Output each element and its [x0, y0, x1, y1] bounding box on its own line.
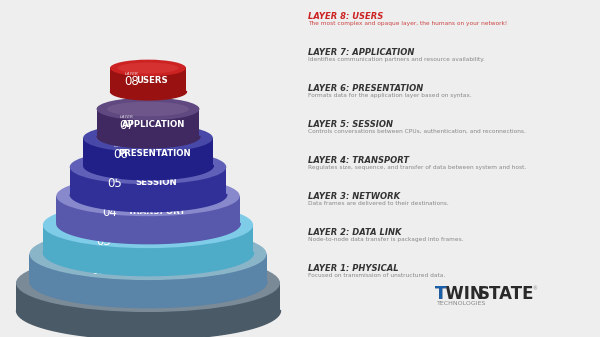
- Text: 01: 01: [85, 293, 100, 306]
- Polygon shape: [16, 283, 280, 310]
- Text: 07: 07: [119, 119, 134, 131]
- Text: LAYER: LAYER: [91, 260, 105, 264]
- Polygon shape: [29, 254, 266, 281]
- Polygon shape: [83, 138, 213, 165]
- Text: APPLICATION: APPLICATION: [121, 120, 185, 128]
- Text: TWIN: TWIN: [435, 285, 485, 303]
- Text: 08: 08: [125, 75, 139, 88]
- Text: LAYER 6: PRESENTATION: LAYER 6: PRESENTATION: [308, 84, 423, 93]
- Text: PHYSICAL: PHYSICAL: [137, 294, 185, 303]
- Text: LAYER: LAYER: [108, 173, 122, 177]
- Text: 05: 05: [108, 177, 122, 189]
- Text: USERS: USERS: [136, 76, 167, 86]
- Text: Controls conversations between CPUs, authentication, and reconnections.: Controls conversations between CPUs, aut…: [308, 129, 526, 134]
- Text: LAYER: LAYER: [119, 115, 133, 119]
- Text: SESSION: SESSION: [135, 178, 176, 187]
- Text: DATA LINK: DATA LINK: [134, 265, 185, 274]
- Ellipse shape: [83, 124, 213, 152]
- Text: LAYER 8: USERS: LAYER 8: USERS: [308, 12, 383, 21]
- Text: STATE: STATE: [478, 285, 535, 303]
- Text: The most complex and opaque layer, the humans on your network!: The most complex and opaque layer, the h…: [308, 21, 507, 26]
- Text: LAYER 1: PHYSICAL: LAYER 1: PHYSICAL: [308, 264, 398, 273]
- Polygon shape: [56, 196, 240, 223]
- Text: ®: ®: [532, 286, 537, 291]
- Polygon shape: [43, 225, 253, 252]
- Text: Node-to-node data transfer is packaged into frames.: Node-to-node data transfer is packaged i…: [308, 237, 464, 242]
- Text: LAYER 7: APPLICATION: LAYER 7: APPLICATION: [308, 48, 415, 57]
- Text: T: T: [435, 285, 446, 303]
- Ellipse shape: [29, 228, 266, 280]
- Ellipse shape: [74, 183, 221, 209]
- Ellipse shape: [53, 237, 243, 271]
- Ellipse shape: [43, 264, 254, 302]
- Ellipse shape: [16, 254, 280, 312]
- Text: LAYER: LAYER: [125, 72, 139, 76]
- Ellipse shape: [96, 129, 200, 147]
- Text: Focused on transmission of unstructured data.: Focused on transmission of unstructured …: [308, 273, 445, 278]
- Ellipse shape: [118, 63, 178, 73]
- Text: 03: 03: [97, 235, 111, 248]
- Text: Identifies communication partners and resource availability.: Identifies communication partners and re…: [308, 57, 485, 62]
- Text: LAYER 4: TRANSPORT: LAYER 4: TRANSPORT: [308, 156, 409, 165]
- Text: TRANSPORT: TRANSPORT: [128, 207, 187, 216]
- Polygon shape: [110, 68, 186, 91]
- Ellipse shape: [97, 98, 199, 120]
- Ellipse shape: [85, 156, 211, 178]
- Ellipse shape: [43, 202, 253, 248]
- Text: LAYER 3: NETWORK: LAYER 3: NETWORK: [308, 192, 400, 201]
- Ellipse shape: [107, 102, 189, 116]
- Polygon shape: [70, 167, 226, 194]
- Polygon shape: [97, 109, 199, 136]
- Text: TECHNOLOGIES: TECHNOLOGIES: [437, 301, 487, 306]
- Text: Regulates size, sequence, and transfer of data between system and host.: Regulates size, sequence, and transfer o…: [308, 165, 526, 170]
- Text: LAYER: LAYER: [103, 202, 116, 206]
- Ellipse shape: [64, 210, 232, 240]
- Text: LAYER: LAYER: [86, 289, 100, 293]
- Text: Formats data for the application layer based on syntax.: Formats data for the application layer b…: [308, 93, 472, 98]
- Text: 06: 06: [113, 148, 128, 160]
- Ellipse shape: [56, 176, 240, 216]
- Text: 02: 02: [91, 264, 106, 277]
- Text: LAYER 5: SESSION: LAYER 5: SESSION: [308, 120, 393, 129]
- Ellipse shape: [70, 150, 226, 184]
- Ellipse shape: [110, 60, 186, 76]
- Text: LAYER: LAYER: [114, 144, 128, 148]
- Text: LAYER 2: DATA LINK: LAYER 2: DATA LINK: [308, 228, 401, 237]
- Text: Data frames are delivered to their destinations.: Data frames are delivered to their desti…: [308, 201, 449, 206]
- Text: PRESENTATION: PRESENTATION: [118, 149, 191, 157]
- Text: NETWORK: NETWORK: [134, 236, 183, 245]
- Text: 04: 04: [102, 206, 117, 218]
- Text: LAYER: LAYER: [97, 231, 111, 235]
